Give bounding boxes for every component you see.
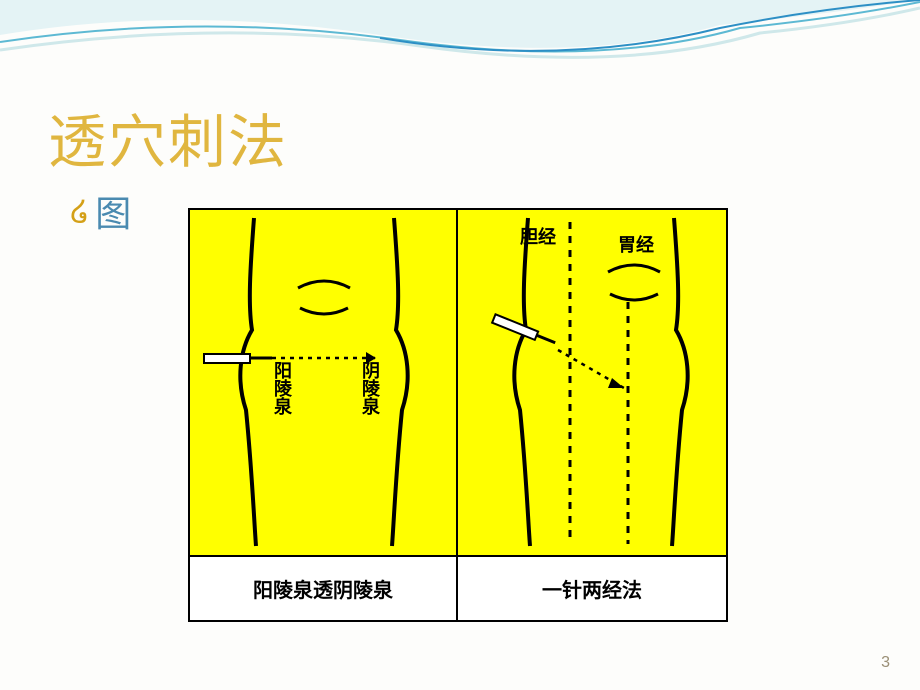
right-caption: 一针两经法 bbox=[458, 555, 726, 620]
left-figure: 阳陵泉 阴陵泉 bbox=[190, 210, 456, 555]
bullet-item: ໒ 图 bbox=[70, 185, 131, 237]
diagram-panel-left: 阳陵泉 阴陵泉 阳陵泉透阴陵泉 bbox=[190, 210, 458, 620]
diagram-container: 阳陵泉 阴陵泉 阳陵泉透阴陵泉 bbox=[188, 208, 728, 622]
bullet-text: 图 bbox=[95, 185, 131, 237]
left-caption: 阳陵泉透阴陵泉 bbox=[190, 555, 456, 620]
left-label-yang: 阳陵泉 bbox=[274, 362, 292, 416]
diagram-panel-right: 胆经 胃经 一针两经法 bbox=[458, 210, 726, 620]
slide-title: 透穴刺法 bbox=[48, 95, 288, 179]
left-label-yin: 阴陵泉 bbox=[362, 362, 380, 416]
header-wave bbox=[0, 0, 920, 100]
page-number: 3 bbox=[881, 654, 890, 672]
right-figure: 胆经 胃经 bbox=[458, 210, 726, 555]
right-label-dan: 胆经 bbox=[520, 228, 556, 247]
right-label-wei: 胃经 bbox=[618, 236, 654, 255]
bullet-glyph-icon: ໒ bbox=[70, 194, 89, 229]
